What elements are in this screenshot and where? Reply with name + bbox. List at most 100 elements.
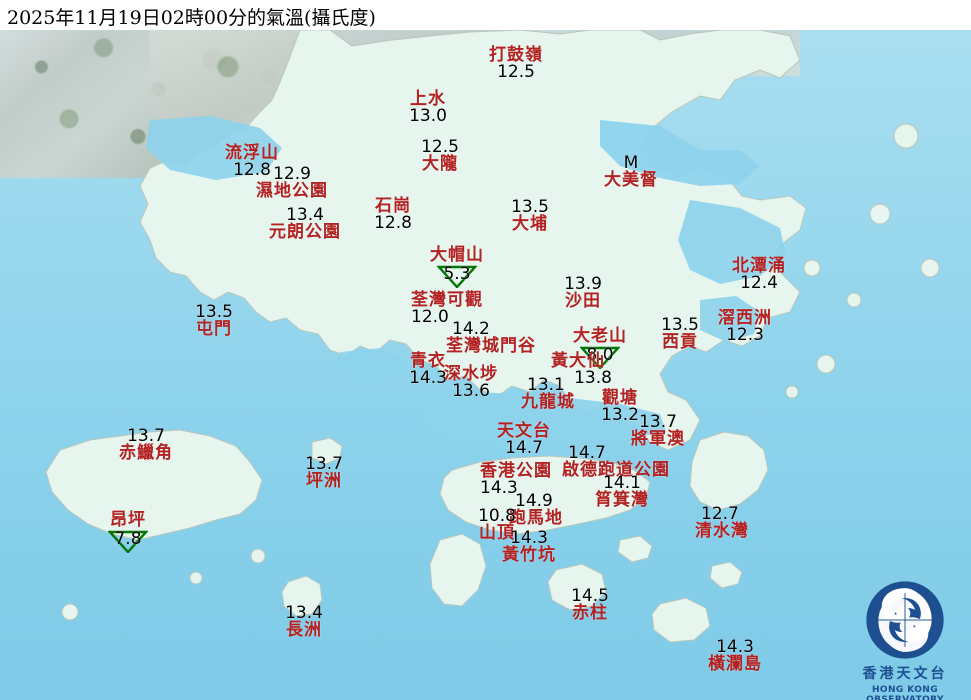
station-temperature-value: 14.3 [716,637,754,657]
station-name: 大埔 [511,214,548,234]
station-label: 13.5 西貢 [661,317,699,351]
station-label: 深水埗 13.6 [444,366,498,400]
station-label: 荃灣可觀 12.0 [411,292,483,326]
station-label: 流浮山 12.8 [225,145,279,179]
station-temperature-value: 8.0 [586,345,614,365]
station-label: 12.5 大隴 [421,139,459,173]
station-name: 筲箕灣 [595,490,649,510]
station-temperature-value: 13.5 [511,197,549,217]
station-name: 將軍澳 [631,429,685,449]
station-name: 濕地公園 [256,181,328,201]
logo-english-text: HONG KONG OBSERVATORY [866,685,944,700]
station-temperature-value: 13.4 [286,205,324,225]
station-label: 香港公園 14.3 [480,463,552,497]
station-label: 觀塘 13.2 [601,390,639,424]
station-temperature-value: 13.8 [574,368,612,388]
station-name: 長洲 [285,620,322,640]
station-temperature-value: 13.5 [661,315,699,335]
station-temperature-value: 13.7 [127,426,165,446]
station-label: 13.1 九龍城 [521,377,575,411]
station-temperature-value: 12.5 [421,137,459,157]
station-label: 13.9 沙田 [564,276,602,310]
station-name: 流浮山 [225,143,279,163]
station-name: 青衣 [409,351,446,371]
station-temperature-value: 14.7 [505,438,543,458]
station-name: 屯門 [195,319,232,339]
station-label: 13.7 坪洲 [305,456,343,490]
station-label: 10.8 山頂 [478,508,516,542]
station-temperature-value: 14.2 [452,319,490,339]
station-temperature-value: 13.9 [564,274,602,294]
logo-chinese-text: 香港天文台 [862,666,948,682]
station-name: 沙田 [564,291,601,311]
station-temperature-value: 14.9 [515,491,553,511]
station-temperature-value: 13.4 [285,603,323,623]
station-label: 上水 13.0 [409,91,447,125]
station-name: 大帽山 [430,245,484,265]
station-name: 滘西洲 [718,308,772,328]
station-label: 14.7 啟德跑道公園 [562,445,670,479]
title-bar: 2025年11月19日02時00分的氣溫(攝氏度) [0,0,971,30]
station-label: 13.5 大埔 [511,199,549,233]
page-title: 2025年11月19日02時00分的氣溫(攝氏度) [7,7,376,29]
station-label: 12.7 清水灣 [695,506,749,540]
station-temperature-value: 14.3 [510,528,548,548]
station-name: 元朗公園 [269,222,341,242]
station-name: 荃灣可觀 [411,290,483,310]
station-temperature-value: 14.3 [409,368,447,388]
station-name: 大隴 [421,154,458,174]
station-name: 清水灣 [695,521,749,541]
station-marker-triangle-icon: 5.3 [437,264,477,288]
station-name: 啟德跑道公園 [562,460,670,480]
station-temperature-value: M [623,153,639,173]
station-label: 13.7 將軍澳 [631,414,685,448]
station-name: 山頂 [478,523,515,543]
station-name: 深水埗 [444,364,498,384]
station-label: 14.5 赤柱 [571,588,609,622]
station-name: 橫瀾島 [708,654,762,674]
station-label: 滘西洲 12.3 [718,310,772,344]
station-temperature-value: 13.7 [639,412,677,432]
station-label: 13.5 屯門 [195,304,233,338]
station-marker-triangle-icon: 7.8 [108,529,148,553]
station-name: 西貢 [661,332,698,352]
station-label: 13.7 赤鱲角 [119,428,173,462]
station-label: 石崗 12.8 [374,198,412,232]
station-name: 赤鱲角 [119,443,173,463]
station-temperature-value: 12.7 [701,504,739,524]
station-temperature-value: 12.5 [497,62,535,82]
station-name: 大老山 [573,326,627,346]
station-temperature-value: 13.5 [195,302,233,322]
station-label: 13.4 長洲 [285,605,323,639]
station-temperature-value: 14.3 [480,478,518,498]
station-label: 14.1 筲箕灣 [595,475,649,509]
station-temperature-value: 13.7 [305,454,343,474]
station-temperature-value: 7.8 [114,529,142,549]
station-temperature-value: 14.1 [603,473,641,493]
station-label: M 大美督 [604,155,658,189]
station-label: 14.9 跑馬地 [509,493,563,527]
station-name: 觀塘 [601,388,638,408]
station-temperature-value: 14.5 [571,586,609,606]
station-label: 14.2 荃灣城門谷 [446,321,536,355]
station-label: 14.3 黃竹坑 [502,530,556,564]
hko-swirl-logo-icon [866,581,944,659]
station-temperature-value: 14.7 [568,443,606,463]
station-temperature-value: 13.0 [409,106,447,126]
station-temperature-value: 13.6 [452,381,490,401]
station-label: 打鼓嶺 12.5 [489,47,543,81]
station-temperature-value: 12.3 [726,325,764,345]
hko-logo: 香港天文台 HONG KONG OBSERVATORY [846,578,964,700]
station-label: 13.4 元朗公園 [269,207,341,241]
station-temperature-value: 13.1 [527,375,565,395]
station-name: 石崗 [374,196,411,216]
station-marker-triangle-icon: 8.0 [580,345,620,369]
station-temperature-value: 13.2 [601,405,639,425]
station-temperature-value: 12.4 [740,273,778,293]
station-temperature-value: 12.8 [233,160,271,180]
station-label: 昂坪 7.8 [108,512,148,553]
station-name: 打鼓嶺 [489,45,543,65]
station-label: 大帽山 5.3 [430,247,484,288]
